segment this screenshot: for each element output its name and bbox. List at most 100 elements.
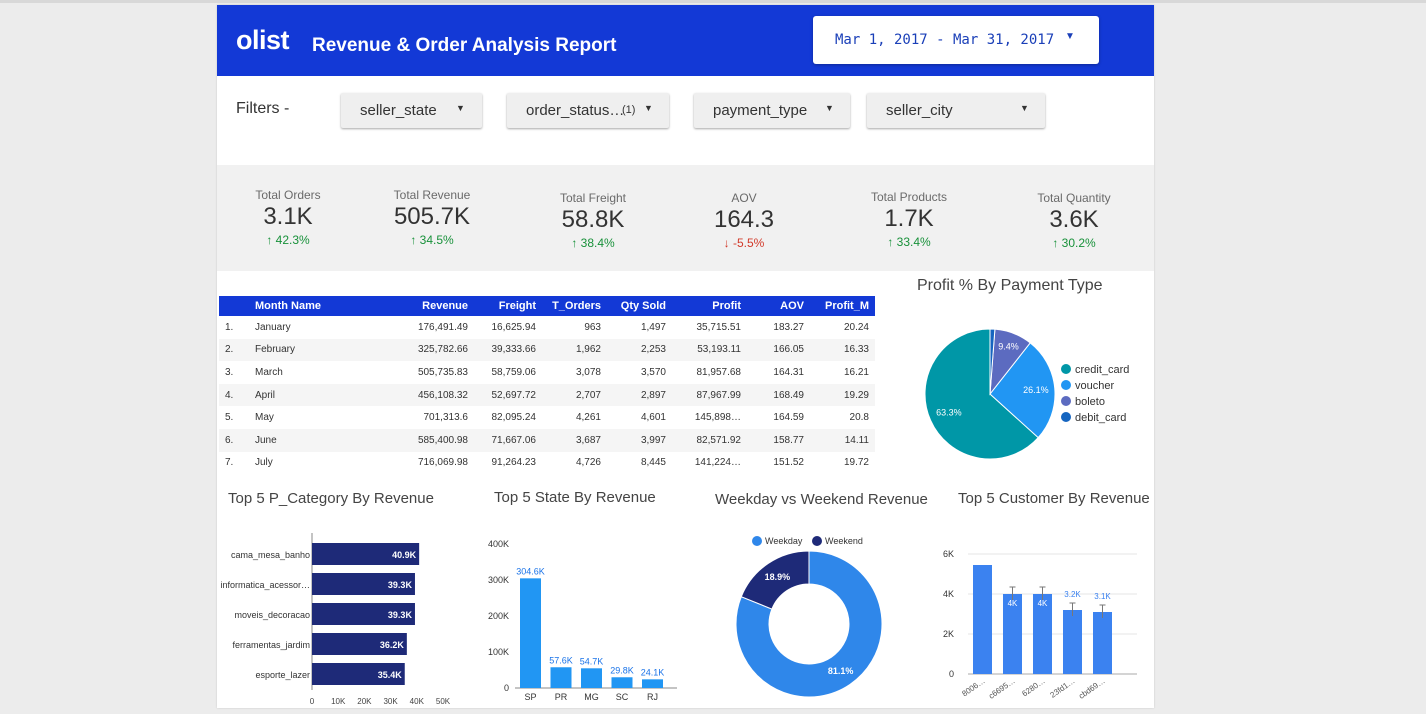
bar-value-label: 35.4K: [378, 670, 403, 680]
kpi-value: 1.7K: [884, 205, 934, 232]
state-chart-title: Top 5 State By Revenue: [494, 489, 656, 506]
table-header-cell[interactable]: Month Name: [249, 296, 364, 316]
table-cell: 3,687: [542, 428, 607, 452]
table-cell: 58,759.06: [491, 366, 537, 378]
pie-slice: [924, 328, 1039, 460]
category-label: MG: [584, 692, 599, 702]
olist-logo: olist: [236, 25, 290, 55]
kpi-label: Total Orders: [255, 188, 321, 202]
kpi-label: Total Revenue: [393, 188, 471, 202]
table-cell: 39,333.66: [474, 338, 542, 362]
row-index: 3.: [225, 366, 234, 378]
y-tick-label: 400K: [488, 539, 509, 549]
kpi-total-quantity: Total Quantity 3.6K ↑ 30.2%: [999, 191, 1149, 250]
table-cell: 2,253: [607, 338, 672, 362]
bar: [1033, 594, 1052, 674]
x-tick-label: 0: [310, 697, 315, 706]
table-row[interactable]: 2. February 325,782.66 39,333.66 1,962 2,253 5…: [219, 338, 875, 362]
table-cell: 183.27: [773, 321, 804, 333]
pie-slice-label: 26.1%: [1023, 385, 1049, 395]
table-cell: 19.29: [810, 383, 875, 407]
row-index: 7.: [225, 457, 234, 469]
top-customer-bar-chart: 0 2K 4K 6K 8006… 4K c6695… 4K 6280… 3.2K 23fd1… 3.1…: [943, 549, 1137, 701]
legend-swatch: [1061, 396, 1071, 406]
bar-value-label: 3.2K: [1064, 590, 1081, 599]
date-range-picker[interactable]: Mar 1, 2017 - Mar 31, 2017 ▼: [813, 16, 1099, 64]
category-label: cama_mesa_banho: [231, 550, 310, 560]
table-row[interactable]: 3. March 505,735.83 58,759.06 3,078 3,570 81,9…: [219, 361, 875, 384]
bar: [312, 633, 407, 655]
chevron-down-icon: ▼: [825, 103, 834, 113]
table-row[interactable]: 5. May 701,313.6 82,095.24 4,261 4,601 145,898…: [219, 406, 875, 429]
table-cell: 158.77: [747, 428, 810, 452]
top-category-bar-chart: 40.9K cama_mesa_banho 39.3K informatica_ace…: [220, 533, 451, 706]
category-label: SC: [616, 692, 629, 702]
table-row[interactable]: 1. January 176,491.49 16,625.94 963 1,497 35,7…: [219, 316, 875, 339]
table-row[interactable]: 4. April 456,108.32 52,697.72 2,707 2,897 87,9…: [219, 383, 875, 407]
table-header-cell[interactable]: Freight: [474, 296, 542, 316]
table-header-cell[interactable]: Revenue: [364, 296, 474, 316]
table-header-cell[interactable]: [219, 296, 249, 316]
table-cell: 87,967.99: [672, 383, 747, 407]
customer-chart-title: Top 5 Customer By Revenue: [958, 490, 1150, 507]
legend-swatch: [1061, 364, 1071, 374]
row-index: 1.: [225, 321, 234, 333]
table-cell: 20.24: [843, 321, 869, 333]
weekday-weekend-donut: 81.1% 18.9% Weekday Weekend: [735, 536, 883, 698]
table-cell: 151.52: [773, 457, 804, 469]
x-tick-label: 50K: [436, 697, 451, 706]
report-canvas: olist Revenue & Order Analysis Report Ma…: [217, 5, 1154, 708]
filter-count: (1): [622, 104, 636, 116]
table-cell: 16.21: [843, 366, 869, 378]
table-header-cell[interactable]: Qty Sold: [607, 296, 672, 316]
pie-slice: [989, 342, 1056, 439]
table-cell: 81,957.68: [696, 366, 742, 378]
y-tick-label: 6K: [943, 549, 954, 559]
category-label: esporte_lazer: [255, 670, 310, 680]
table-header-cell[interactable]: T_Orders: [542, 296, 607, 316]
table-header-cell[interactable]: AOV: [747, 296, 810, 316]
bar: [312, 543, 420, 565]
filter-seller-city[interactable]: seller_city ▼: [867, 93, 1045, 128]
pie-slice-label: 63.3%: [936, 407, 962, 417]
x-tick-label: 10K: [331, 697, 346, 706]
bar: [312, 663, 405, 685]
legend-swatch: [752, 536, 762, 546]
filter-seller-state[interactable]: seller_state ▼: [341, 93, 482, 128]
kpi-delta: ↑ 42.3%: [266, 233, 310, 247]
filter-order-status[interactable]: order_status… (1) ▼: [507, 93, 669, 128]
table-cell: 52,697.72: [474, 383, 542, 407]
filter-payment-type[interactable]: payment_type ▼: [694, 93, 850, 128]
category-label: SP: [524, 692, 536, 702]
y-tick-label: 300K: [488, 575, 509, 585]
date-range-value: Mar 1, 2017 - Mar 31, 2017: [835, 32, 1055, 48]
category-chart-title: Top 5 P_Category By Revenue: [228, 490, 434, 507]
legend-label: voucher: [1075, 380, 1114, 392]
table-cell: 585,400.98: [364, 428, 474, 452]
table-row[interactable]: 7. July 716,069.98 91,264.23 4,726 8,445 141,2…: [219, 452, 875, 475]
pie-slice-label: 9.4%: [998, 341, 1019, 351]
table-header-cell[interactable]: Profit: [672, 296, 747, 316]
y-tick-label: 2K: [943, 629, 954, 639]
table-cell: 701,313.6: [423, 412, 469, 424]
bar-value-label: 40.9K: [392, 550, 417, 560]
legend-label: Weekday: [765, 536, 803, 546]
weekday-chart-title: Weekday vs Weekend Revenue: [715, 491, 928, 508]
table-cell: June: [249, 428, 364, 452]
bar-value-label: 39.3K: [388, 580, 413, 590]
legend-swatch: [1061, 412, 1071, 422]
table-row[interactable]: 6. June 585,400.98 71,667.06 3,687 3,997 82,57…: [219, 428, 875, 452]
kpi-label: Total Freight: [559, 191, 627, 205]
donut-slice-label: 81.1%: [828, 666, 854, 676]
table-cell: 35,715.51: [696, 321, 742, 333]
row-index: 6.: [219, 428, 249, 452]
monthly-table: Month Name Revenue Freight T_Orders Qty …: [219, 296, 875, 474]
table-cell: 20.8: [849, 412, 869, 424]
table-cell: 91,264.23: [491, 457, 537, 469]
category-label: 23fd1…: [1049, 676, 1077, 699]
table-cell: 53,193.11: [672, 338, 747, 362]
table-cell: February: [249, 338, 364, 362]
donut-slice: [740, 550, 810, 610]
table-header-cell[interactable]: Profit_M: [810, 296, 875, 316]
